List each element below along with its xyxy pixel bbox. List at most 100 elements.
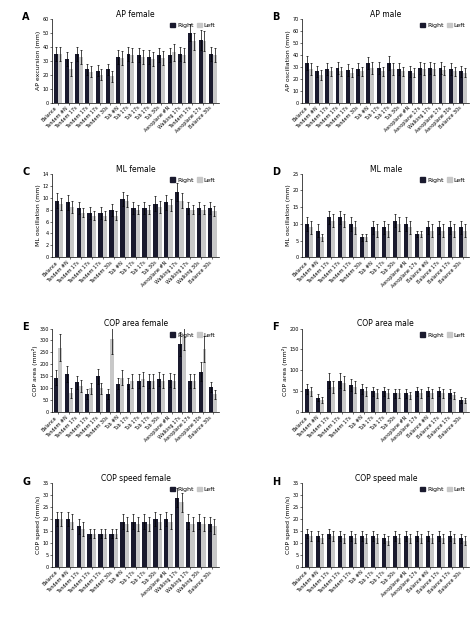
Bar	[342, 220, 346, 258]
Bar	[168, 380, 172, 412]
Bar	[371, 227, 375, 258]
Bar	[370, 68, 374, 103]
Bar	[157, 55, 161, 103]
Bar	[382, 391, 386, 412]
Bar	[55, 54, 58, 103]
Bar	[463, 401, 467, 412]
Bar	[408, 227, 412, 258]
Bar	[309, 536, 313, 567]
Bar	[175, 498, 180, 567]
Bar	[116, 384, 120, 412]
Bar	[151, 381, 155, 412]
Bar	[161, 381, 165, 412]
Text: C: C	[22, 167, 29, 177]
Bar	[364, 538, 368, 567]
Bar	[116, 57, 120, 103]
Bar	[79, 386, 83, 412]
Bar	[364, 391, 368, 412]
Bar	[151, 59, 155, 103]
Bar	[371, 391, 375, 412]
Bar	[338, 381, 342, 412]
Text: A: A	[22, 12, 29, 22]
Bar	[120, 377, 124, 412]
Bar	[329, 71, 333, 103]
Bar	[327, 381, 331, 412]
Bar	[75, 382, 79, 412]
Bar	[415, 234, 419, 258]
Bar	[386, 541, 390, 567]
Bar	[137, 381, 141, 412]
Bar	[88, 212, 91, 258]
Bar	[65, 59, 69, 103]
Bar	[387, 63, 391, 103]
Title: AP female: AP female	[116, 10, 155, 19]
Bar	[452, 231, 456, 258]
Bar	[447, 227, 452, 258]
Bar	[89, 72, 93, 103]
Bar	[136, 210, 140, 258]
Bar	[120, 58, 124, 103]
Title: ML male: ML male	[370, 164, 402, 174]
Bar	[110, 76, 114, 103]
Bar	[99, 534, 103, 567]
Bar	[69, 393, 73, 412]
Bar	[350, 72, 354, 103]
Legend: Right, Left: Right, Left	[420, 331, 466, 338]
Bar	[449, 69, 453, 103]
Bar	[371, 536, 375, 567]
Bar	[419, 393, 423, 412]
Bar	[391, 69, 395, 103]
Y-axis label: ML oscillation (mm): ML oscillation (mm)	[36, 185, 41, 246]
Bar	[136, 524, 140, 567]
Bar	[76, 526, 81, 567]
Bar	[182, 337, 186, 412]
Bar	[147, 57, 151, 103]
Bar	[65, 519, 70, 567]
Bar	[175, 192, 180, 258]
Bar	[404, 393, 408, 412]
Title: COP speed female: COP speed female	[100, 474, 171, 483]
Bar	[81, 529, 85, 567]
Bar	[120, 522, 125, 567]
Bar	[69, 69, 73, 103]
Bar	[109, 210, 114, 258]
Y-axis label: AP excursion (mm): AP excursion (mm)	[36, 31, 41, 90]
Bar	[172, 381, 175, 412]
Legend: Right, Left: Right, Left	[420, 177, 466, 183]
Bar	[415, 391, 419, 412]
Bar	[336, 68, 339, 103]
Bar	[309, 391, 313, 412]
Bar	[320, 399, 324, 412]
Bar	[432, 69, 436, 103]
Bar	[76, 209, 81, 258]
Bar	[392, 536, 397, 567]
Bar	[79, 57, 83, 103]
Bar	[349, 385, 353, 412]
Bar	[437, 227, 441, 258]
Bar	[331, 220, 335, 258]
Bar	[382, 227, 386, 258]
Bar	[65, 374, 69, 412]
Bar	[325, 69, 329, 103]
Bar	[137, 55, 141, 103]
Bar	[366, 63, 370, 103]
Bar	[100, 75, 103, 103]
Y-axis label: ML oscillation (mm): ML oscillation (mm)	[286, 185, 292, 246]
Bar	[331, 536, 335, 567]
Bar	[397, 538, 401, 567]
Bar	[130, 381, 134, 412]
Bar	[426, 227, 430, 258]
Legend: Right, Left: Right, Left	[420, 22, 466, 28]
Bar	[430, 231, 434, 258]
Bar	[441, 231, 445, 258]
Text: G: G	[22, 477, 30, 486]
Bar	[309, 69, 312, 103]
Title: COP speed male: COP speed male	[355, 474, 417, 483]
Bar	[213, 394, 217, 412]
Bar	[364, 238, 368, 258]
Title: ML female: ML female	[116, 164, 155, 174]
Bar	[197, 209, 201, 258]
Bar	[463, 541, 467, 567]
Bar	[127, 54, 130, 103]
Bar	[360, 536, 364, 567]
